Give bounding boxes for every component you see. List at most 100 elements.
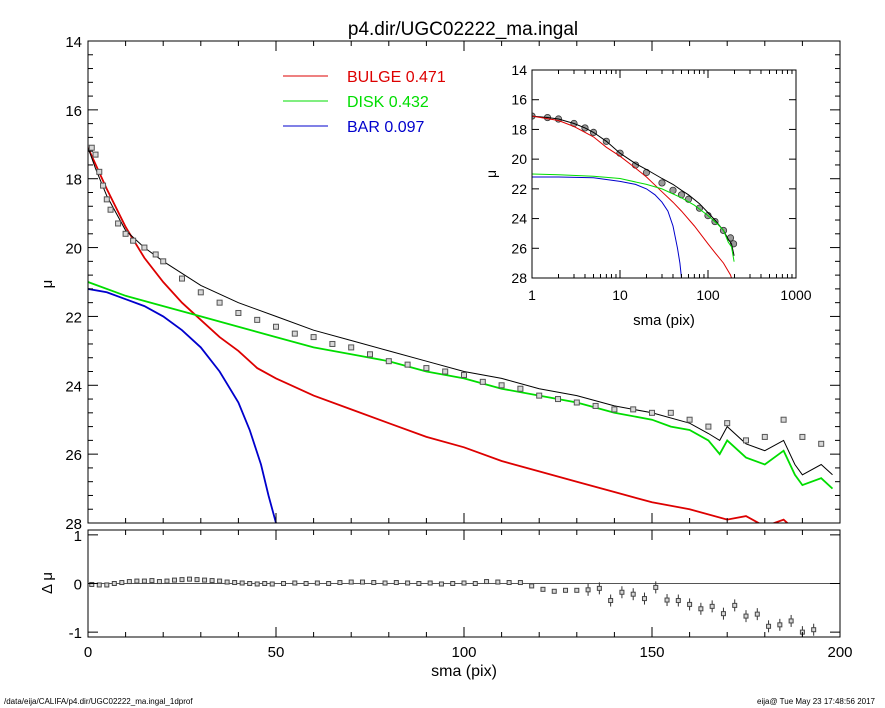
inset-x-axis-label: sma (pix) <box>633 312 695 329</box>
data-point <box>498 382 505 389</box>
residual-point <box>247 581 253 586</box>
residual-point <box>720 611 726 617</box>
data-point <box>555 396 561 403</box>
data-point <box>103 196 110 203</box>
residual-point <box>709 603 715 609</box>
y-tick-label: 16 <box>65 103 82 120</box>
inset-x-tick-label: 1000 <box>780 287 811 303</box>
data-point <box>780 416 787 423</box>
residual-point <box>209 578 215 584</box>
residual-point <box>495 579 501 585</box>
residual-point <box>596 585 602 591</box>
res-y-tick-label: 0 <box>74 577 82 594</box>
inset-x-tick-label: 1 <box>528 287 536 303</box>
residual-point <box>472 581 478 586</box>
residual-point <box>104 582 110 588</box>
data-point <box>423 365 430 372</box>
inset-data-point <box>658 179 666 187</box>
data-point <box>724 420 731 427</box>
residual-point <box>698 606 704 612</box>
y-tick-label: 28 <box>65 516 82 533</box>
footer-path: /data/eija/CALIFA/p4.dir/UGC02222_ma.ing… <box>4 697 193 706</box>
data-point <box>385 358 392 365</box>
x-tick-label: 0 <box>84 644 92 661</box>
inset-x-tick-label: 100 <box>696 287 720 303</box>
series-line-disk <box>88 281 834 490</box>
inset-y-tick-label: 28 <box>511 270 527 286</box>
inset-x-tick-label: 10 <box>612 287 628 303</box>
data-point <box>115 220 122 227</box>
y-tick-label: 20 <box>65 241 82 258</box>
x-tick-label: 50 <box>268 644 285 661</box>
data-point <box>100 182 107 189</box>
main-clip-layer <box>88 144 834 523</box>
residual-point <box>574 587 580 593</box>
legend-label-disk: DISK 0.432 <box>347 94 429 111</box>
data-point <box>649 409 655 416</box>
residual-point <box>529 583 535 589</box>
inset-y-tick-label: 14 <box>511 62 527 78</box>
y-tick-label: 24 <box>65 378 82 395</box>
residual-point <box>179 577 185 583</box>
data-point <box>743 437 749 444</box>
inset-series-line-disk <box>532 173 735 262</box>
data-point <box>197 289 204 296</box>
residual-point <box>371 580 377 586</box>
residual-point <box>111 581 117 586</box>
inset-y-tick-label: 24 <box>511 211 527 227</box>
data-point <box>216 299 223 306</box>
inset-y-tick-label: 20 <box>511 151 527 167</box>
data-point <box>479 378 486 385</box>
residual-point <box>96 582 102 588</box>
data-point <box>122 230 129 237</box>
residual-y-axis-label: Δ μ <box>39 572 56 594</box>
x-axis-label: sma (pix) <box>431 663 497 680</box>
residual-point <box>416 581 422 586</box>
residual-point <box>89 581 95 587</box>
residual-point <box>517 580 523 586</box>
residual-point <box>405 580 411 586</box>
residual-point <box>687 601 693 607</box>
residual-point <box>393 580 399 586</box>
res-y-tick-label: -1 <box>69 625 82 642</box>
residual-point <box>224 579 230 585</box>
data-point <box>130 237 137 244</box>
data-point <box>291 330 298 337</box>
residual-point <box>141 578 147 584</box>
inset-series-line-bulge <box>532 115 733 278</box>
legend-label-bulge: BULGE 0.471 <box>347 69 446 86</box>
data-point <box>179 275 185 282</box>
residual-point <box>292 580 298 586</box>
residual-point <box>754 611 760 617</box>
data-point <box>611 406 618 413</box>
residual-point <box>438 581 444 587</box>
residual-point <box>326 581 332 586</box>
residual-point <box>743 613 749 619</box>
data-point <box>88 144 95 151</box>
residual-point <box>194 577 200 583</box>
residual-point <box>217 578 223 584</box>
x-tick-label: 200 <box>827 644 852 661</box>
residual-point <box>359 579 365 585</box>
chart-title: p4.dir/UGC02222_ma.ingal <box>348 19 578 40</box>
legend-label-bar: BAR 0.097 <box>347 119 424 136</box>
data-point <box>630 406 637 413</box>
data-point <box>573 399 580 406</box>
data-point <box>329 340 336 347</box>
residual-point <box>641 596 647 602</box>
residual-point <box>202 577 208 583</box>
residual-point <box>450 581 456 586</box>
residual-point <box>119 580 125 586</box>
data-point <box>592 402 599 409</box>
residual-point <box>171 577 177 583</box>
data-point <box>536 392 543 399</box>
inset-y-tick-label: 26 <box>511 240 527 256</box>
data-point <box>818 440 825 447</box>
y-tick-label: 18 <box>65 172 82 189</box>
data-point <box>96 168 103 175</box>
residual-point <box>551 588 557 594</box>
data-point <box>254 316 261 323</box>
data-point <box>799 433 806 440</box>
inset-frame <box>531 69 797 279</box>
